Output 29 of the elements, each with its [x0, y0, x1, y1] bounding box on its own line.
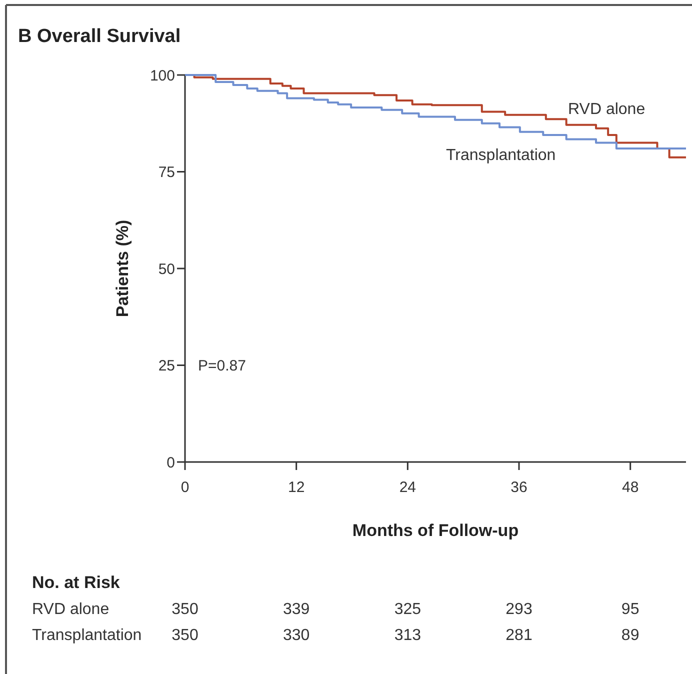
text: 350 [172, 601, 198, 618]
x-tick-label: 36 [510, 479, 528, 496]
y-tick-label: 75 [158, 164, 175, 181]
y-tick-label: 100 [150, 67, 175, 84]
x-axis-title: Months of Follow-up [352, 521, 519, 540]
y-tick-label: 25 [158, 358, 175, 374]
x-tick-label: 0 [180, 479, 190, 496]
text: No. at Risk [32, 573, 120, 592]
text: 339 [282, 601, 310, 618]
text: 293 [506, 601, 532, 618]
text: 325 [394, 601, 422, 618]
text: 89 [621, 627, 640, 644]
text: Transplantation [32, 627, 142, 644]
text: RVD alone [32, 601, 110, 618]
annotation: P=0.87 [198, 358, 246, 374]
x-tick-label: 24 [399, 479, 416, 496]
text: 350 [172, 627, 198, 644]
y-tick-label: 50 [158, 260, 175, 278]
text: 330 [282, 627, 310, 644]
x-tick-label: 48 [622, 479, 639, 496]
y-axis-title: Patients (%) [113, 220, 132, 318]
text: 281 [506, 627, 532, 644]
text: 95 [621, 601, 640, 618]
series-label: RVD alone [568, 101, 646, 118]
y-tick-label: 0 [166, 454, 175, 472]
series-label: Transplantation [446, 147, 556, 164]
x-tick-label: 12 [288, 479, 305, 496]
chart-title: B Overall Survival [18, 26, 181, 47]
text: 313 [394, 627, 422, 644]
